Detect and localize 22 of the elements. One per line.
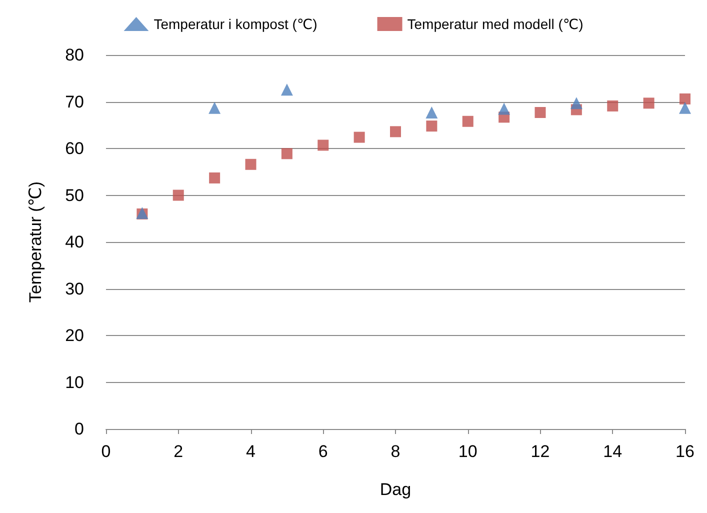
x-tick-label: 4 [246,442,256,461]
x-tick-label: 8 [390,442,400,461]
x-tick-label: 12 [530,442,550,461]
x-tick-label: 2 [174,442,184,461]
x-axis-title: Dag [380,480,412,499]
y-tick-label: 60 [65,139,84,158]
y-tick-label: 40 [65,232,84,252]
x-tick-label: 16 [676,442,694,461]
y-tick-label: 0 [74,420,84,438]
y-tick-label: 80 [65,46,84,64]
y-tick-label: 10 [65,372,84,392]
y-axis-title: Temperatur (℃) [26,181,45,303]
x-tick-label: 6 [318,442,328,461]
x-tick-label: 10 [458,442,478,461]
x-tick-label: 14 [603,442,622,461]
legend-label: Temperatur med modell (℃) [407,16,584,32]
legend-label: Temperatur i kompost (℃) [154,16,318,32]
y-tick-label: 50 [65,186,84,205]
x-tick-label: 0 [101,442,111,461]
y-tick-label: 30 [65,279,84,298]
y-tick-label: 70 [65,92,84,112]
y-tick-label: 20 [65,326,84,345]
